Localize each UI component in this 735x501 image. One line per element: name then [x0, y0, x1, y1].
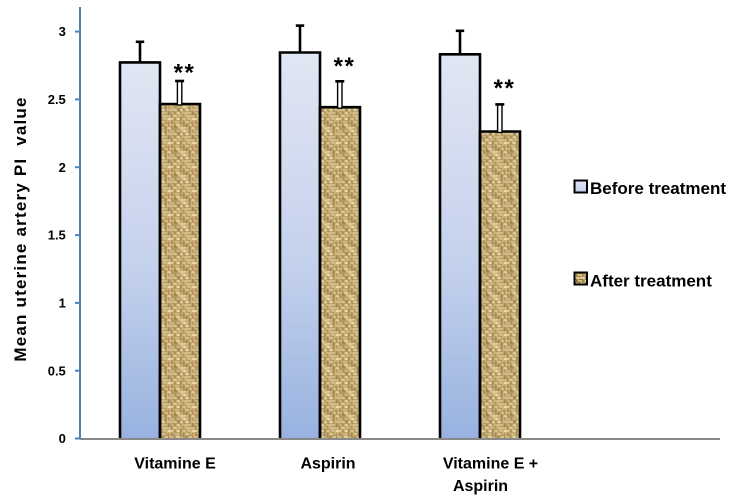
- svg-text:2.5: 2.5: [48, 92, 66, 107]
- svg-text:Aspirin: Aspirin: [300, 455, 355, 472]
- svg-text:**: **: [174, 59, 196, 86]
- svg-text:Mean uterine artery PI value: Mean uterine artery PI value: [11, 96, 30, 361]
- svg-text:1: 1: [59, 296, 66, 311]
- svg-text:**: **: [334, 53, 356, 80]
- svg-text:1.5: 1.5: [48, 228, 66, 243]
- svg-text:Vitamine E +: Vitamine E +: [443, 455, 538, 472]
- svg-text:0.5: 0.5: [48, 363, 66, 378]
- svg-text:0: 0: [59, 431, 66, 446]
- svg-text:Before treatment: Before treatment: [590, 179, 726, 198]
- svg-text:Vitamine E: Vitamine E: [134, 455, 216, 472]
- svg-text:3: 3: [59, 24, 66, 39]
- svg-text:After treatment: After treatment: [590, 272, 712, 291]
- svg-text:**: **: [494, 75, 516, 102]
- svg-text:2: 2: [59, 160, 66, 175]
- svg-text:Aspirin: Aspirin: [453, 478, 508, 495]
